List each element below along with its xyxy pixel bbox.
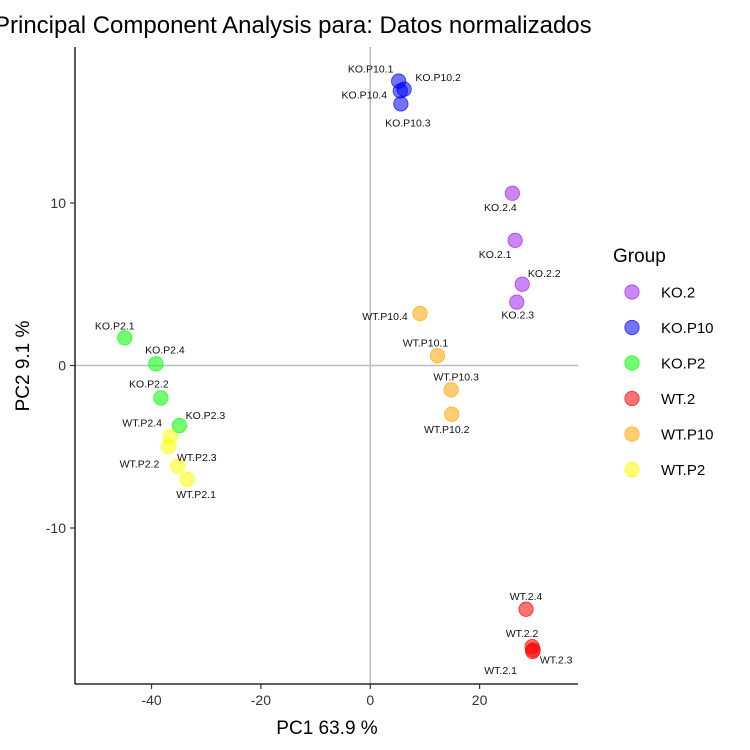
point-wt-p2-2 (160, 439, 177, 455)
x-axis-title: PC1 63.9 % (276, 718, 377, 739)
point-ko-p2-2 (153, 390, 169, 406)
y-tick-label: 0 (58, 358, 66, 374)
point-label-wt-p2-1: WT.P2.1 (176, 489, 216, 501)
point-label-ko-2-2: KO.2.2 (528, 268, 561, 280)
y-tick-label: -10 (46, 520, 66, 536)
point-label-wt-p10-3: WT.P10.3 (433, 371, 479, 383)
point-label-wt-p10-2: WT.P10.2 (424, 424, 470, 436)
point-ko-2-3 (509, 294, 525, 310)
point-label-wt-p10-4: WT.P10.4 (362, 311, 408, 323)
point-label-wt-p2-4: WT.P2.4 (122, 418, 162, 430)
axes: -40 -20 0 20 -10 0 10 (46, 47, 578, 708)
x-tick-label: 0 (366, 692, 374, 708)
point-labels-layer: KO.2.4 KO.2.1 KO.2.2 KO.2.3 KO.P10.1 KO.P10.2… (95, 64, 573, 677)
legend-title: Group (613, 246, 666, 267)
point-wt-2-3 (525, 642, 541, 658)
point-label-ko-p2-4: KO.P2.4 (145, 344, 185, 356)
point-ko-2-2 (514, 276, 530, 292)
y-tick-label: 10 (50, 195, 66, 211)
point-wt-p10-4 (412, 305, 428, 322)
legend-key-ko-p10 (624, 319, 640, 336)
point-label-ko-2-3: KO.2.3 (501, 310, 534, 322)
point-wt-p10-3 (443, 382, 459, 398)
legend-key-wt-p10 (624, 426, 640, 442)
point-label-ko-p2-1: KO.P2.1 (95, 320, 135, 332)
x-tick-label: -40 (141, 692, 161, 708)
points-layer (117, 73, 541, 660)
point-label-wt-2-3: WT.2.3 (540, 654, 573, 666)
point-ko-p10-3 (393, 96, 409, 112)
point-label-wt-2-2: WT.2.2 (506, 628, 539, 640)
x-tick-label: -20 (251, 692, 271, 708)
point-label-wt-p10-1: WT.P10.1 (403, 337, 449, 349)
point-ko-2-4 (504, 185, 520, 201)
point-label-wt-p2-3: WT.P2.3 (177, 452, 217, 464)
point-ko-p2-1 (117, 330, 133, 346)
point-label-ko-p10-3: KO.P10.3 (385, 117, 431, 129)
point-wt-2-4 (518, 601, 534, 617)
point-ko-p2-4 (148, 356, 164, 372)
point-wt-p2-1 (179, 471, 195, 487)
point-label-ko-p2-3: KO.P2.3 (186, 410, 226, 422)
point-label-ko-2-4: KO.2.4 (484, 202, 517, 214)
legend-key-wt-p2 (624, 461, 640, 478)
legend: Group KO.2 KO.P10 KO.P2 WT.2 WT.P10 WT.P2 (613, 246, 714, 479)
point-ko-p10-4 (392, 83, 408, 99)
point-wt-p10-1 (429, 348, 446, 364)
legend-key-ko-p2 (624, 355, 640, 371)
point-wt-p10-2 (444, 406, 460, 422)
point-label-ko-2-1: KO.2.1 (479, 249, 512, 261)
legend-label-wt-p2: WT.P2 (661, 462, 705, 479)
legend-label-wt-p10: WT.P10 (661, 427, 714, 444)
point-label-ko-p10-4: KO.P10.4 (342, 89, 388, 101)
point-ko-p2-3 (171, 418, 188, 434)
legend-label-wt-2: WT.2 (661, 391, 695, 408)
point-wt-p2-3 (170, 458, 186, 474)
y-axis-title: PC2 9.1 % (13, 320, 34, 411)
legend-label-ko-p10: KO.P10 (661, 320, 714, 337)
legend-label-ko-p2: KO.P2 (661, 356, 705, 373)
point-label-wt-2-1: WT.2.1 (484, 665, 517, 677)
legend-key-ko-2 (624, 284, 640, 300)
point-label-ko-p10-2: KO.P10.2 (415, 72, 461, 84)
point-label-wt-2-4: WT.2.4 (510, 591, 543, 603)
chart-title: Principal Component Analysis para: Datos… (0, 12, 592, 39)
legend-label-ko-2: KO.2 (661, 285, 695, 302)
point-label-ko-p10-1: KO.P10.1 (348, 64, 394, 76)
x-tick-label: 20 (472, 692, 488, 708)
point-label-wt-p2-2: WT.P2.2 (120, 458, 160, 470)
point-label-ko-p2-2: KO.P2.2 (129, 379, 169, 391)
point-ko-2-1 (507, 232, 523, 248)
legend-key-wt-2 (624, 390, 640, 407)
